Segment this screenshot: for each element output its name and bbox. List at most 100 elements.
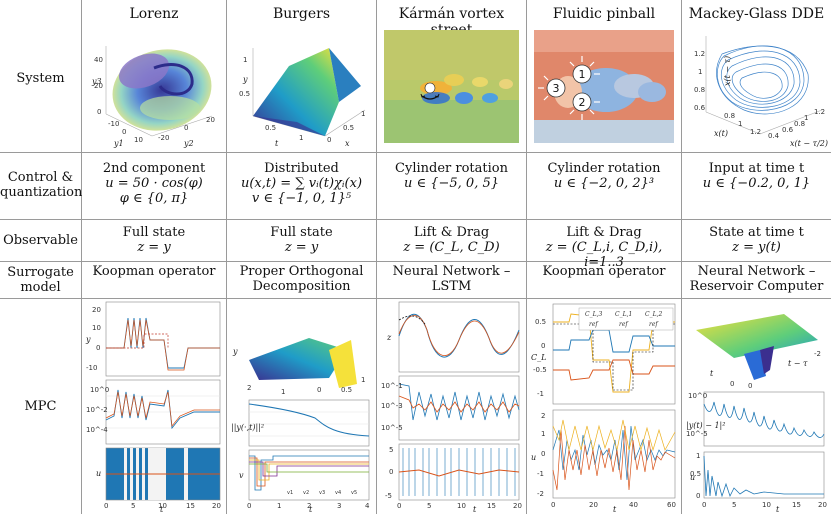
mackey-ytick: 1 <box>698 68 702 76</box>
mackey-p1-tick: 0 <box>730 380 734 388</box>
mackey-xtick: 15 <box>792 501 801 509</box>
col-divider <box>81 0 82 514</box>
row-label-control-2: quantization <box>0 185 83 200</box>
mackey-xlabel: x(t) <box>714 129 728 138</box>
mackey-p3-ylabel: u <box>690 473 695 482</box>
burgers-p1-tick: 0 <box>317 386 321 394</box>
observable-karman-1: Lift & Drag <box>413 225 490 240</box>
row-label-control-1: Control & <box>7 170 74 185</box>
mackey-xtick: 1 <box>738 120 742 128</box>
karman-xtick: 15 <box>487 502 496 510</box>
mackey-ytick: 1.2 <box>694 50 705 58</box>
control-burgers-2: u(x,t) = ∑ vᵢ(t)χᵢ(x) <box>240 176 363 191</box>
lorenz-ytick: 20 <box>206 116 215 124</box>
lorenz-xtick: 0 <box>122 128 126 136</box>
mpc-burgers: 2 1 0 0.5 1 y ||y(·,t)||² v v1 v2 v3 v4 … <box>229 300 374 512</box>
lorenz-p1-tick: 20 <box>92 306 101 314</box>
mackey-xtick: 0 <box>702 501 706 509</box>
burgers-legend-v3: v3 <box>319 490 325 496</box>
mpc-mackey: 0 0 -2 t t − τ 10^0 10^-5 |y(t) − 1|² 1 … <box>684 300 829 512</box>
karman-xlabel: t <box>473 505 477 512</box>
control-lorenz-1: 2nd component <box>102 161 206 176</box>
row-divider <box>0 261 831 262</box>
karman-p3-tick: -5 <box>385 492 392 500</box>
pinball-legend-cl1: C_L,1 <box>615 311 632 318</box>
observable-mackey: State at time t z = y(t) <box>682 225 831 255</box>
lorenz-ytick: -20 <box>158 134 169 142</box>
burgers-ttick: 0.5 <box>265 124 276 132</box>
burgers-p2-ylabel: ||y(·,t)||² <box>231 423 264 432</box>
col-divider <box>226 0 227 514</box>
mackey-xtick: 20 <box>818 501 827 509</box>
surrogate-pinball-1: Koopman operator <box>542 264 666 279</box>
mackey-p3-tick: 1 <box>696 452 700 460</box>
pinball-legend-ref1: ref <box>589 321 599 328</box>
lorenz-ylabel: y2 <box>183 139 194 148</box>
mackey-ytick: 0.6 <box>694 104 706 112</box>
burgers-p1-tick: 1 <box>361 376 365 384</box>
burgers-ytick: 0.5 <box>239 90 250 98</box>
burgers-xlabel: t <box>309 505 313 512</box>
surrogate-karman: Neural Network – LSTM <box>377 264 526 294</box>
pinball-p2-tick: -1 <box>537 470 544 478</box>
control-mackey-2: u ∈ {−0.2, 0, 1} <box>702 176 811 191</box>
row-label-surrogate-1: Surrogate <box>7 265 74 280</box>
observable-mackey-2: z = y(t) <box>732 240 781 255</box>
mackey-xtick: 10 <box>762 501 771 509</box>
surrogate-karman-1: Neural Network – <box>392 264 511 279</box>
pinball-label-1: 1 <box>579 68 586 81</box>
row-label-system: System <box>16 71 65 86</box>
pinball-xtick: 40 <box>629 501 638 509</box>
pinball-cylinder-2 <box>572 92 592 112</box>
lorenz-xtick: 20 <box>212 502 221 510</box>
mpc-pinball: C_L,3 C_L,1 C_L,2 ref ref ref 0.5 0 -0.5… <box>529 300 679 512</box>
pinball-p2-tick: 2 <box>541 412 545 420</box>
lorenz-p2-tick: 10^0 <box>90 386 109 394</box>
row-label-surrogate-2: model <box>20 280 61 295</box>
pinball-p2-tick: -2 <box>537 490 544 498</box>
pinball-xtick: 20 <box>589 501 598 509</box>
surrogate-burgers-2: Decomposition <box>252 279 351 294</box>
karman-p2-tick: 10^-5 <box>381 424 403 432</box>
pinball-xtick: 0 <box>551 501 555 509</box>
control-burgers: Distributed u(x,t) = ∑ vᵢ(t)χᵢ(x) v ∈ {−… <box>227 161 376 206</box>
col-divider <box>681 0 682 514</box>
pinball-p2-ylabel: u <box>531 453 536 462</box>
lorenz-ytick: 0 <box>184 124 188 132</box>
lorenz-xtick: -10 <box>108 120 119 128</box>
mackey-zlabel: x(t − τ/2) <box>790 139 828 148</box>
surrogate-lorenz-1: Koopman operator <box>92 264 216 279</box>
pinball-label-2: 2 <box>579 96 586 109</box>
row-divider <box>0 219 831 220</box>
observable-pinball-1: Lift & Drag <box>566 225 642 240</box>
control-burgers-1: Distributed <box>264 161 339 176</box>
burgers-ttick: 1 <box>299 134 303 142</box>
karman-p2-tick: 10^-1 <box>381 382 403 390</box>
pinball-p1-tick: -0.5 <box>533 366 547 374</box>
lorenz-zlabel: y3 <box>91 77 102 86</box>
surrogate-mackey: Neural Network – Reservoir Computer <box>682 264 831 294</box>
burgers-p1-tick: 2 <box>247 384 251 392</box>
burgers-legend-v1: v1 <box>287 490 293 496</box>
control-mackey-1: Input at time t <box>708 161 805 176</box>
burgers-xtick: 0.5 <box>343 124 354 132</box>
burgers-tlabel: t <box>275 139 279 148</box>
burgers-surface-plot: y 1 0.5 0.5 1 t 0 0.5 1 x <box>229 26 374 150</box>
row-label-control: Control & quantization <box>0 170 83 200</box>
mackey-ztick: 1.2 <box>814 108 825 116</box>
burgers-p3-ylabel: v <box>239 471 244 480</box>
lorenz-p1-tick: 0 <box>96 344 100 352</box>
col-title-mackey: Mackey-Glass DDE <box>688 6 825 22</box>
karman-p2-tick: 10^-3 <box>381 402 403 410</box>
karman-p1-ylabel: z <box>386 333 392 342</box>
control-pinball: Cylinder rotation u ∈ {−2, 0, 2}³ <box>527 161 681 191</box>
row-divider <box>0 152 831 153</box>
mackey-p2-tick: 10^0 <box>688 392 707 400</box>
row-label-mpc: MPC <box>24 399 57 414</box>
mackey-xtick: 5 <box>732 501 736 509</box>
pinball-xtick: 60 <box>667 501 676 509</box>
burgers-legend-v4: v4 <box>335 490 341 496</box>
pinball-p1-tick: 0 <box>541 342 545 350</box>
row-label-observable: Observable <box>3 233 78 248</box>
mackey-p2-ylabel: |y(t) − 1|² <box>686 421 725 430</box>
